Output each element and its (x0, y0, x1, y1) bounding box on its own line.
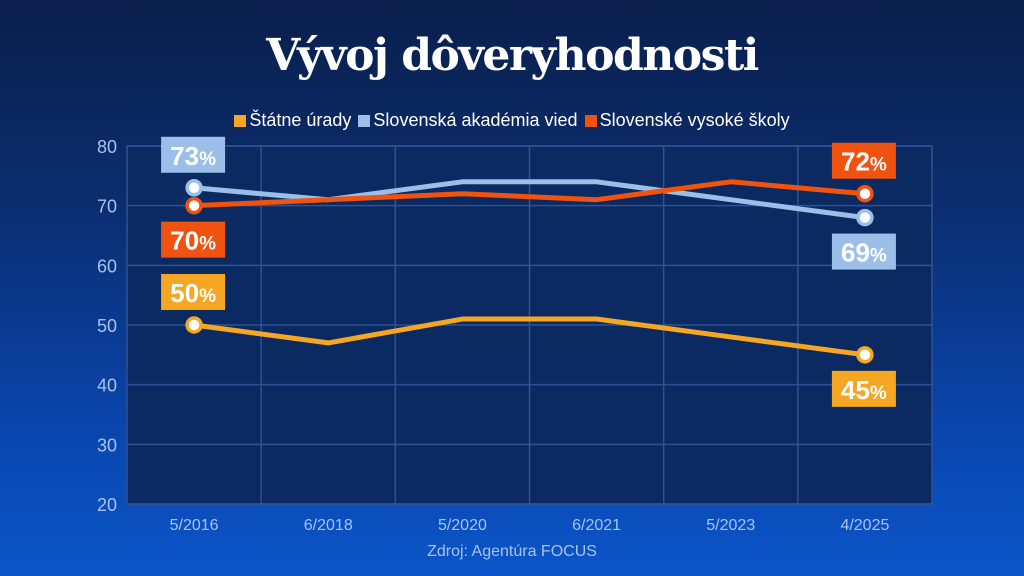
data-label: 72% (841, 147, 887, 177)
data-label-box (831, 142, 896, 179)
data-point-marker (185, 196, 203, 215)
data-point-marker (185, 179, 203, 197)
percent-sign: % (199, 234, 216, 255)
x-tick-label: 5/2023 (706, 517, 755, 534)
legend-item-vysoke-skoly: Slovenské vysoké školy (584, 110, 790, 131)
data-label-box (161, 221, 226, 258)
series-line-2 (193, 179, 866, 209)
x-tick-label: 6/2021 (572, 517, 621, 534)
data-label-box (831, 233, 896, 270)
legend-swatch (234, 114, 247, 127)
y-tick-label: 60 (97, 256, 117, 276)
data-point-marker (856, 208, 874, 227)
legend-item-statne-urady: Štátne úrady (234, 110, 351, 131)
x-tick-label: 4/2025 (840, 517, 889, 534)
legend-item-sav: Slovenská akadémia vied (358, 110, 578, 131)
legend: Štátne úrady Slovenská akadémia vied Slo… (0, 110, 1024, 132)
legend-label: Štátne úrady (249, 110, 352, 130)
x-tick-label: 6/2018 (304, 517, 353, 534)
y-tick-label: 50 (97, 316, 117, 336)
legend-label: Slovenská akadémia vied (373, 110, 578, 130)
data-label-box (161, 274, 226, 310)
source-note: Zdroj: Agentúra FOCUS (427, 543, 597, 560)
x-tick-label: 5/2020 (438, 517, 487, 534)
data-label-box (831, 370, 896, 407)
data-point-marker (856, 184, 874, 203)
chart-title: Vývoj dôveryhodnosti (266, 30, 759, 81)
data-point-marker (185, 316, 203, 334)
y-tick-label: 80 (97, 137, 117, 157)
percent-sign: % (870, 246, 887, 267)
y-tick-label: 20 (97, 495, 117, 515)
x-tick-label: 5/2016 (170, 517, 219, 534)
legend-label: Slovenské vysoké školy (599, 110, 790, 130)
percent-sign: % (870, 383, 887, 404)
data-point-marker (856, 346, 874, 364)
legend-swatch (584, 114, 597, 127)
percent-sign: % (199, 149, 216, 170)
series-line-1 (193, 179, 866, 221)
y-tick-label: 40 (97, 376, 117, 396)
legend-swatch (358, 114, 371, 127)
series-line-0 (193, 316, 866, 358)
percent-sign: % (199, 286, 216, 307)
y-tick-label: 30 (97, 435, 117, 455)
y-tick-label: 70 (97, 197, 117, 217)
percent-sign: % (870, 155, 887, 176)
data-label-box (161, 136, 226, 173)
